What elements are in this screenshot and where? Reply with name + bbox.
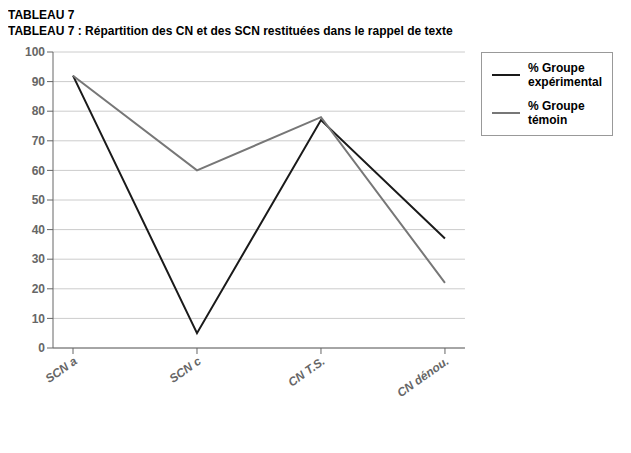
svg-text:SCN c: SCN c	[167, 354, 204, 386]
html-text:TABLEAU 7 : Répartition des CN: TABLEAU 7 : Répartition des CN et des SC…	[8, 24, 453, 38]
svg-text:100: 100	[25, 45, 45, 59]
svg-text:SCN a: SCN a	[43, 354, 80, 386]
html-text:expérimental: expérimental	[528, 75, 602, 89]
svg-text:0: 0	[38, 341, 45, 355]
svg-text:20: 20	[32, 282, 46, 296]
svg-text:10: 10	[32, 312, 46, 326]
svg-text:90: 90	[32, 75, 46, 89]
html-text:% Groupe: % Groupe	[528, 99, 585, 113]
svg-text:80: 80	[32, 104, 46, 118]
svg-text:40: 40	[32, 223, 46, 237]
svg-text:70: 70	[32, 134, 46, 148]
svg-text:CN T.S.: CN T.S.	[285, 354, 327, 389]
html-text:témoin: témoin	[528, 113, 568, 127]
html-text:TABLEAU 7: TABLEAU 7	[8, 8, 75, 22]
html-text:% Groupe: % Groupe	[528, 61, 585, 75]
svg-text:CN dénou.: CN dénou.	[394, 354, 451, 400]
svg-text:50: 50	[32, 193, 46, 207]
svg-text:30: 30	[32, 252, 46, 266]
svg-text:60: 60	[32, 164, 46, 178]
